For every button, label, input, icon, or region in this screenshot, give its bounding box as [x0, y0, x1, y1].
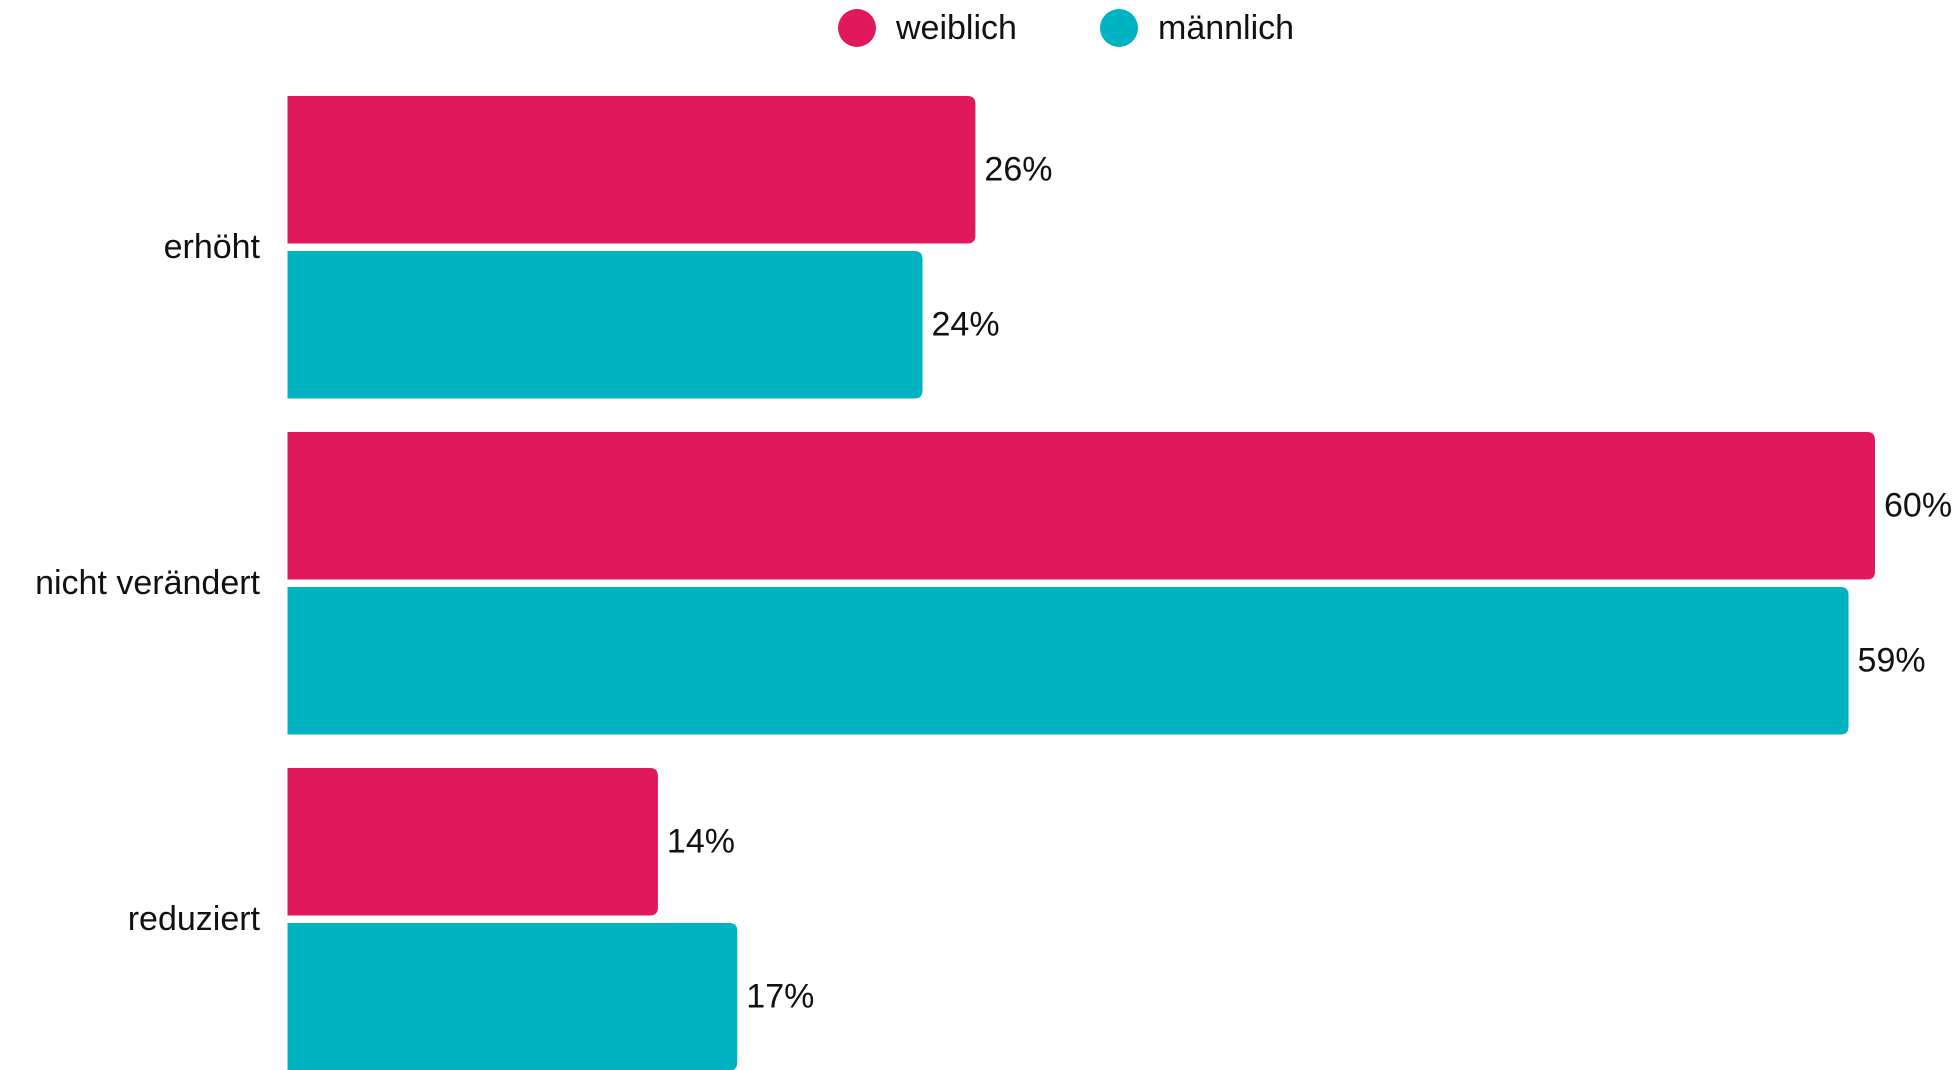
- value-label: 24%: [932, 306, 1000, 344]
- bar: [287, 96, 976, 244]
- category-label: erhöht: [164, 228, 261, 266]
- value-label: 59%: [1858, 642, 1926, 680]
- bar: [287, 587, 1849, 735]
- bar: [287, 432, 1875, 580]
- category-label: reduziert: [128, 900, 261, 938]
- legend-label: männlich: [1158, 9, 1294, 47]
- value-label: 14%: [667, 823, 735, 861]
- value-label: 26%: [984, 151, 1052, 189]
- value-label: 60%: [1884, 487, 1952, 525]
- legend-marker: [1100, 9, 1138, 47]
- bar: [287, 923, 738, 1070]
- category-label: nicht verändert: [35, 564, 260, 602]
- bar: [287, 768, 658, 916]
- bar: [287, 251, 923, 399]
- value-label: 17%: [746, 978, 814, 1016]
- legend-label: weiblich: [895, 9, 1017, 47]
- legend-marker: [838, 9, 876, 47]
